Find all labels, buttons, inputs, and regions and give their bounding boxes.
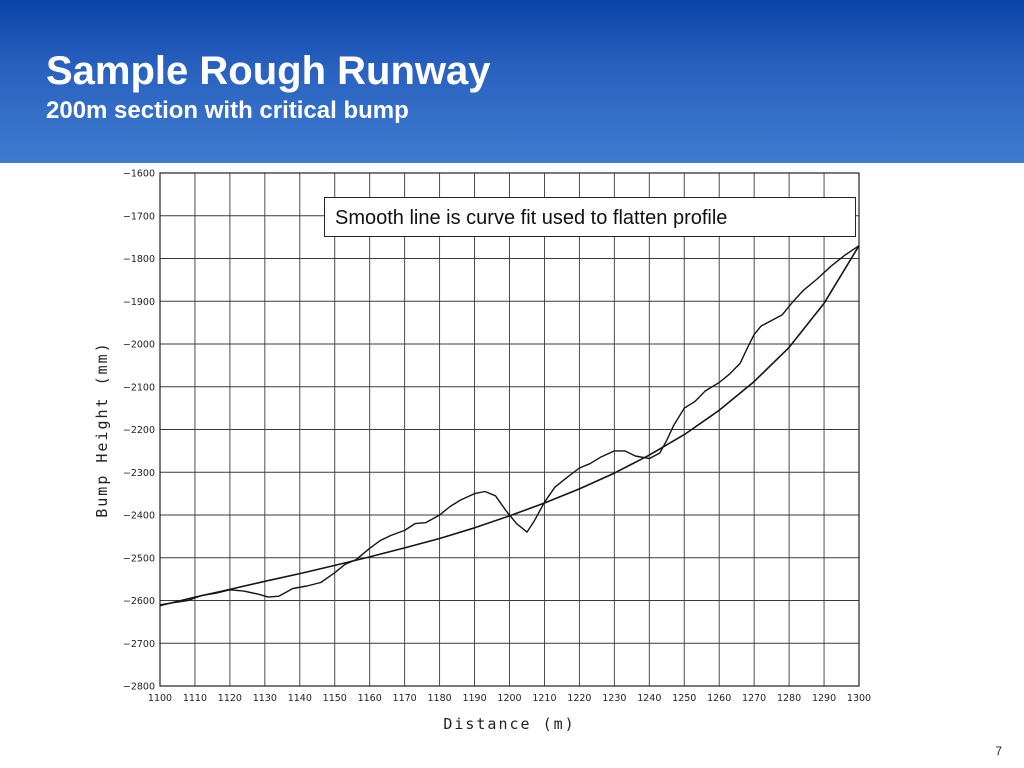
y-axis-title: Bump Height (mm) xyxy=(93,341,111,518)
x-tick-label: 1120 xyxy=(218,693,242,704)
chart-annotation: Smooth line is curve fit used to flatten… xyxy=(324,197,856,237)
x-tick-label: 1260 xyxy=(707,693,731,704)
x-tick-label: 1240 xyxy=(637,693,661,704)
slide-subtitle: 200m section with critical bump xyxy=(46,97,409,124)
x-tick-label: 1220 xyxy=(567,693,591,704)
grid-lines xyxy=(159,172,860,687)
y-tick-label: −2700 xyxy=(123,639,155,650)
x-tick-label: 1130 xyxy=(253,693,277,704)
y-tick-label: −2000 xyxy=(123,340,155,351)
x-tick-label: 1290 xyxy=(812,693,836,704)
slide-title: Sample Rough Runway xyxy=(46,49,491,93)
x-tick-label: 1180 xyxy=(428,693,452,704)
annotation-text: Smooth line is curve fit used to flatten… xyxy=(335,207,728,229)
x-tick-label: 1100 xyxy=(148,693,172,704)
chart-panel: −1600 −1700 −1800 −1900 −2000 −2100 −2200 −2300… xyxy=(86,163,888,738)
x-tick-label: 1210 xyxy=(532,693,556,704)
y-tick-label: −2400 xyxy=(123,511,155,522)
x-tick-label: 1170 xyxy=(393,693,417,704)
curve-fit-line xyxy=(159,245,860,607)
x-tick-label: 1200 xyxy=(497,693,521,704)
y-tick-label: −1900 xyxy=(123,297,155,308)
bump-height-chart: −1600 −1700 −1800 −1900 −2000 −2100 −2200 −2300… xyxy=(93,169,871,734)
x-tick-label: 1250 xyxy=(672,693,696,704)
y-tick-label: −2500 xyxy=(123,553,155,564)
x-tick-label: 1160 xyxy=(358,693,382,704)
y-tick-label: −2800 xyxy=(123,682,155,693)
x-tick-label: 1110 xyxy=(183,693,207,704)
plot-frame xyxy=(159,172,860,687)
measured-profile-line xyxy=(159,245,860,606)
x-tick-label: 1230 xyxy=(602,693,626,704)
x-tick-label: 1270 xyxy=(742,693,766,704)
y-tick-label: −1600 xyxy=(123,169,155,180)
y-tick-label: −1800 xyxy=(123,254,155,265)
x-tick-label: 1190 xyxy=(462,693,486,704)
y-tick-label: −2100 xyxy=(123,382,155,393)
y-tick-label: −2300 xyxy=(123,468,155,479)
page-number: 7 xyxy=(995,744,1002,758)
x-tick-label: 1140 xyxy=(288,693,312,704)
x-tick-label: 1300 xyxy=(847,693,871,704)
x-tick-label: 1280 xyxy=(777,693,801,704)
x-tick-label: 1150 xyxy=(323,693,347,704)
y-tick-label: −1700 xyxy=(123,211,155,222)
y-tick-label: −2600 xyxy=(123,596,155,607)
x-axis-title: Distance (m) xyxy=(443,715,575,733)
y-tick-label: −2200 xyxy=(123,425,155,436)
slide-header: Sample Rough Runway 200m section with cr… xyxy=(0,0,1024,163)
